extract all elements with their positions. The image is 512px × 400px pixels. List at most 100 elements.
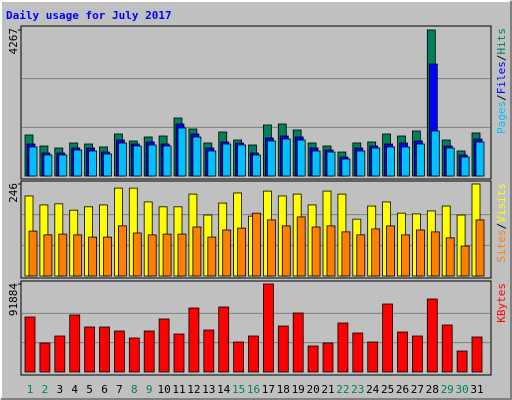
legend: KBytes xyxy=(495,283,508,323)
bar xyxy=(415,143,425,177)
x-tick-label: 28 xyxy=(426,383,439,396)
bar xyxy=(292,312,304,373)
bar xyxy=(248,335,259,373)
x-tick-label: 29 xyxy=(441,383,454,396)
bar xyxy=(28,230,38,277)
bar xyxy=(341,158,351,177)
legend-entry: Hits xyxy=(495,28,508,55)
y-tick-label: 246 xyxy=(7,183,20,203)
y-tick-label: 4267 xyxy=(7,28,20,55)
bar xyxy=(188,307,200,373)
x-tick-label: 24 xyxy=(366,383,380,396)
bar xyxy=(43,234,53,277)
x-tick-label: 4 xyxy=(71,383,78,396)
bar xyxy=(39,342,51,373)
bar xyxy=(128,337,140,373)
bar xyxy=(337,322,349,373)
x-tick-label: 20 xyxy=(306,383,319,396)
bar xyxy=(382,303,394,373)
x-tick-label: 31 xyxy=(470,383,483,396)
bar xyxy=(158,318,170,373)
legend-entry: Visits xyxy=(495,183,508,223)
legend: Sites/Visits xyxy=(495,183,508,263)
bar xyxy=(69,314,81,373)
bar xyxy=(252,212,261,277)
bar xyxy=(203,329,215,373)
legend-separator: / xyxy=(495,55,508,62)
x-tick-label: 17 xyxy=(262,383,275,396)
bar xyxy=(162,233,172,277)
x-tick-label: 11 xyxy=(172,383,185,396)
bar xyxy=(24,316,36,373)
bar xyxy=(192,136,202,177)
bar xyxy=(326,225,336,277)
bar xyxy=(118,142,127,177)
x-tick-label: 10 xyxy=(157,383,170,396)
bar xyxy=(456,350,468,373)
x-tick-label: 19 xyxy=(292,383,305,396)
chart-title: Daily usage for July 2017 xyxy=(6,9,172,22)
bar xyxy=(397,331,408,373)
bar xyxy=(401,234,410,277)
bar xyxy=(475,219,485,277)
bar xyxy=(401,146,410,177)
bar xyxy=(475,141,485,177)
bar xyxy=(441,324,453,373)
x-tick-label: 14 xyxy=(217,383,231,396)
bar xyxy=(296,139,306,177)
x-tick-label: 2 xyxy=(42,383,49,396)
bar xyxy=(58,233,68,277)
bar xyxy=(103,236,112,277)
x-tick-label: 21 xyxy=(321,383,334,396)
x-tick-label: 1 xyxy=(27,383,34,396)
legend-entry: KBytes xyxy=(495,283,508,323)
x-tick-label: 5 xyxy=(86,383,93,396)
bar xyxy=(132,145,142,177)
bar xyxy=(43,154,53,177)
bar xyxy=(173,333,185,373)
x-tick-label: 8 xyxy=(131,383,138,396)
bar xyxy=(177,127,187,177)
bar xyxy=(114,330,125,373)
bar xyxy=(415,229,425,277)
bar xyxy=(147,144,157,177)
bar xyxy=(162,145,172,177)
x-tick-label: 16 xyxy=(247,383,260,396)
x-tick-label: 18 xyxy=(277,383,290,396)
bar xyxy=(103,153,112,177)
bar xyxy=(237,144,247,177)
bar xyxy=(296,216,306,277)
bar xyxy=(445,237,455,277)
x-tick-label: 7 xyxy=(116,383,123,396)
bar xyxy=(460,245,470,277)
bar xyxy=(326,151,336,177)
bar xyxy=(352,332,364,373)
bar xyxy=(233,341,245,373)
x-tick-label: 15 xyxy=(232,383,245,396)
x-tick-label: 3 xyxy=(56,383,63,396)
bar xyxy=(73,234,83,277)
bar xyxy=(356,234,366,277)
bar xyxy=(262,283,274,373)
legend: Pages/Files/Hits xyxy=(495,28,508,134)
legend-separator: / xyxy=(495,223,508,230)
x-tick-label: 23 xyxy=(351,383,364,396)
bar xyxy=(426,298,438,373)
x-tick-label: 12 xyxy=(187,383,200,396)
bar xyxy=(281,225,291,277)
bar xyxy=(88,236,97,277)
bar xyxy=(266,140,276,177)
bar xyxy=(192,226,202,277)
bar xyxy=(411,335,423,373)
x-tick-label: 6 xyxy=(101,383,108,396)
x-tick-label: 22 xyxy=(336,383,349,396)
bar xyxy=(252,154,261,177)
bar xyxy=(218,306,230,373)
bar xyxy=(371,147,381,177)
bar xyxy=(311,150,321,177)
bar xyxy=(386,146,396,177)
bar xyxy=(73,149,83,177)
